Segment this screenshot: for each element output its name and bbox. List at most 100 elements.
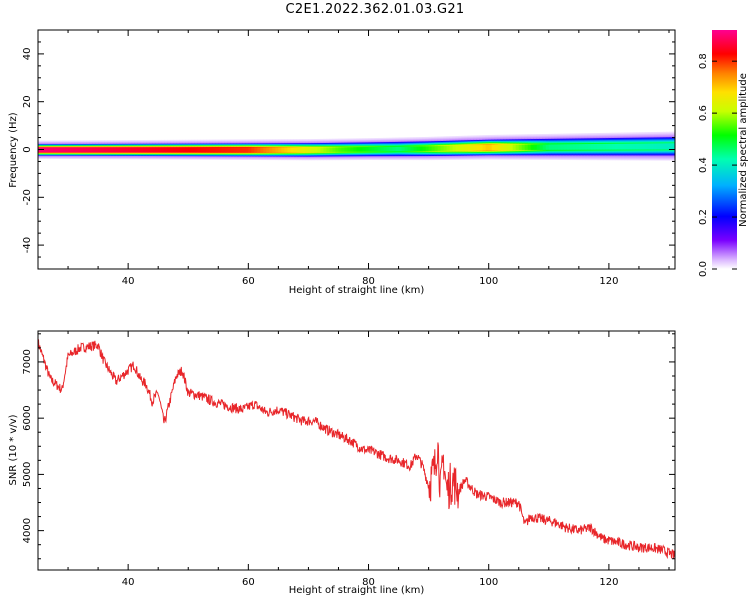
heatmap-cell — [548, 142, 553, 144]
heatmap-cell — [143, 149, 147, 151]
heatmap-cell — [155, 154, 159, 157]
heatmap-cell — [404, 139, 408, 141]
heatmap-cell — [365, 143, 369, 145]
heatmap-cell — [113, 157, 117, 159]
heatmap-cell — [155, 140, 159, 142]
heatmap-cell — [50, 151, 54, 153]
heatmap-cell — [353, 140, 357, 142]
heatmap-cell — [227, 150, 231, 152]
heatmap-cell — [386, 153, 390, 155]
heatmap-cell — [197, 157, 201, 159]
heatmap-cell — [257, 153, 261, 155]
heatmap-cell — [59, 157, 63, 159]
heatmap-cell — [380, 147, 384, 149]
heatmap-cell — [275, 155, 279, 157]
heatmap-cell — [323, 141, 327, 144]
heatmap-cell — [152, 139, 156, 142]
heatmap-cell — [338, 154, 342, 156]
heatmap-cell — [413, 149, 417, 151]
heatmap-cell — [107, 145, 111, 147]
heatmap-cell — [479, 141, 484, 143]
heatmap-cell — [203, 141, 207, 143]
heatmap-cell — [53, 143, 57, 145]
heatmap-cell — [392, 154, 396, 156]
heatmap-cell — [206, 141, 210, 143]
heatmap-cell — [110, 140, 114, 142]
heatmap-cell — [212, 143, 216, 145]
heatmap-cell — [335, 145, 339, 147]
heatmap-cell — [131, 156, 135, 158]
heatmap-cell — [539, 134, 544, 136]
heatmap-cell — [116, 155, 120, 157]
heatmap-cell — [71, 157, 75, 160]
heatmap-cell — [551, 150, 556, 152]
heatmap-cell — [491, 155, 496, 158]
heatmap-cell — [536, 139, 541, 141]
heatmap-cell — [452, 142, 457, 145]
heatmap-cell — [140, 152, 144, 154]
heatmap-cell — [359, 145, 363, 148]
heatmap-cell — [134, 156, 138, 158]
heatmap-cell — [272, 140, 276, 142]
heatmap-cell — [131, 150, 135, 152]
heatmap-cell — [80, 149, 84, 151]
heatmap-cell — [239, 143, 243, 145]
heatmap-cell — [551, 138, 556, 140]
heatmap-cell — [89, 142, 93, 144]
heatmap-cell — [176, 150, 180, 152]
heatmap-cell — [254, 156, 258, 158]
heatmap-cell — [116, 141, 120, 143]
heatmap-cell — [53, 141, 57, 143]
heatmap-cell — [536, 155, 541, 158]
heatmap-cell — [545, 153, 550, 155]
heatmap-cell — [521, 157, 526, 159]
heatmap-cell — [428, 138, 433, 140]
heatmap-cell — [83, 151, 87, 153]
heatmap-cell — [299, 139, 303, 141]
heatmap-cell — [89, 140, 93, 142]
heatmap-cell — [431, 152, 436, 154]
heatmap-cell — [173, 155, 177, 157]
heatmap-cell — [485, 141, 490, 144]
heatmap-cell — [89, 158, 93, 160]
heatmap-cell — [50, 156, 54, 158]
heatmap-cell — [392, 137, 396, 139]
heatmap-cell — [278, 155, 282, 157]
heatmap-cell — [77, 143, 81, 145]
heatmap-cell — [62, 144, 66, 147]
heatmap-cell — [263, 153, 267, 155]
heatmap-cell — [227, 155, 231, 157]
heatmap-cell — [38, 157, 42, 159]
heatmap-cell — [500, 136, 505, 138]
heatmap-cell — [227, 148, 231, 150]
heatmap-cell — [395, 157, 399, 159]
heatmap-cell — [326, 147, 330, 149]
heatmap-cell — [254, 140, 258, 142]
heatmap-cell — [506, 144, 511, 146]
heatmap-cell — [212, 142, 216, 144]
heatmap-cell — [80, 154, 84, 156]
heatmap-cell — [551, 143, 556, 146]
heatmap-cell — [341, 155, 345, 158]
heatmap-cell — [383, 143, 387, 145]
heatmap-cell — [113, 152, 117, 154]
heatmap-cell — [212, 153, 216, 155]
heatmap-cell — [209, 145, 213, 147]
heatmap-cell — [284, 149, 288, 151]
heatmap-cell — [170, 154, 174, 156]
heatmap-cell — [221, 158, 225, 160]
heatmap-cell — [530, 143, 535, 145]
heatmap-cell — [482, 157, 487, 159]
heatmap-cell — [215, 148, 219, 150]
heatmap-cell — [122, 148, 126, 150]
heatmap-cell — [404, 149, 408, 151]
heatmap-cell — [401, 139, 405, 141]
heatmap-cell — [566, 152, 571, 154]
heatmap-cell — [185, 157, 189, 159]
heatmap-cell — [155, 146, 159, 148]
heatmap-cell — [413, 152, 417, 154]
heatmap-cell — [539, 140, 544, 142]
heatmap-cell — [371, 148, 375, 151]
heatmap-cell — [413, 150, 417, 152]
heatmap-cell — [50, 157, 54, 159]
